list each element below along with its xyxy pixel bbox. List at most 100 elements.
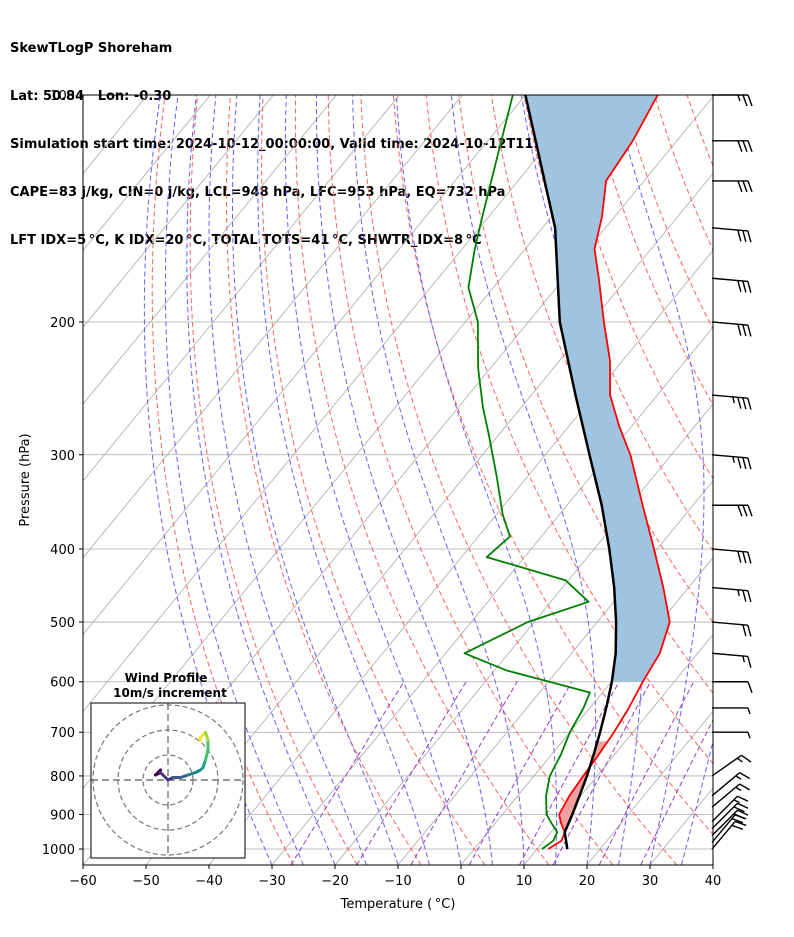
mixing-ratio-line: [640, 718, 713, 865]
dry-adiabat: [392, 95, 713, 836]
moist-adiabat: [164, 95, 304, 865]
isotherm-line: [649, 787, 713, 865]
moist-adiabat: [681, 739, 713, 865]
isotherm-line: [83, 95, 85, 98]
mixing-ratio-line: [468, 681, 573, 865]
isotherm-line: [712, 864, 713, 865]
isotherm-line: [83, 95, 589, 712]
x-tick-label: −10: [384, 874, 411, 889]
wind-barb: [711, 394, 752, 410]
wind-barb: [711, 454, 752, 470]
dry-adiabat: [523, 95, 713, 552]
wind-barb: [711, 809, 749, 837]
dry-adiabat: [686, 95, 713, 168]
chart-title: SkewTLogP Shoreham: [10, 41, 173, 56]
hodograph-inset: Wind Profile 10m/s increment: [90, 671, 246, 859]
isotherm-line: [397, 480, 713, 865]
chart-header: SkewTLogP Shoreham Lat: 50.84 Lon: -0.30…: [10, 9, 603, 265]
wind-barb: [711, 227, 752, 243]
isotherm-line: [334, 403, 713, 865]
isotherm-line: [83, 95, 463, 559]
isotherm-line: [83, 95, 337, 405]
dewpoint-line: [463, 95, 591, 850]
x-tick-label: −30: [258, 874, 285, 889]
wind-barb: [712, 180, 753, 193]
dry-adiabat: [621, 95, 713, 330]
wind-barb: [712, 707, 751, 715]
isotherm-line: [586, 710, 713, 865]
parcel-line: [524, 95, 618, 850]
hodograph-title: Wind Profile: [125, 671, 208, 685]
x-tick-label: −20: [321, 874, 348, 889]
dry-adiabat: [360, 95, 678, 865]
moist-adiabat: [186, 95, 336, 865]
mixing-ratio-line: [356, 681, 467, 865]
y-tick-label: 200: [50, 316, 75, 331]
isotherm-line: [523, 633, 713, 865]
mixing-ratio-line: [518, 681, 620, 865]
mixing-ratio-line: [598, 681, 695, 865]
dry-adiabat: [654, 95, 713, 251]
x-tick-label: −60: [69, 874, 96, 889]
cin-area: [559, 741, 608, 836]
wind-barb: [711, 802, 749, 830]
wind-barb: [712, 140, 753, 153]
wind-barb: [711, 754, 752, 777]
hodograph-trace: [159, 771, 170, 782]
wind-barb: [711, 652, 752, 668]
isotherm-line: [145, 172, 713, 865]
y-tick-label: 1000: [42, 843, 75, 858]
wind-barb: [712, 94, 753, 107]
y-tick-label: 800: [50, 770, 75, 785]
y-tick-label: 700: [50, 726, 75, 741]
dry-adiabat: [226, 95, 422, 865]
y-tick-label: 900: [50, 809, 75, 824]
dry-adiabat: [151, 95, 294, 865]
dry-adiabat: [294, 95, 550, 865]
moist-adiabat: [284, 95, 462, 865]
dry-adiabat: [189, 95, 358, 865]
moist-adiabat: [208, 95, 367, 865]
x-tick-label: −50: [132, 874, 159, 889]
wind-barb: [712, 681, 753, 693]
wind-barb: [711, 621, 752, 637]
moist-adiabat: [143, 95, 273, 865]
isotherm-line: [83, 95, 274, 328]
y-tick-label: 100: [50, 89, 75, 104]
isotherm-line: [83, 95, 400, 482]
x-tick-label: 40: [705, 874, 722, 889]
moist-adiabat: [712, 863, 713, 865]
wind-barb: [712, 731, 751, 739]
dry-adiabat: [752, 95, 794, 865]
moist-adiabat: [315, 95, 493, 865]
mixing-ratio-line: [410, 681, 518, 865]
x-tick-label: 0: [457, 874, 465, 889]
y-tick-label: 600: [50, 676, 75, 691]
moist-adiabat: [352, 95, 525, 865]
y-tick-label: 500: [50, 616, 75, 631]
x-tick-label: 10: [516, 874, 533, 889]
mixing-ratio-line: [552, 681, 651, 865]
wind-barb: [712, 504, 753, 517]
moist-adiabat: [257, 95, 430, 865]
isotherm-line: [460, 557, 713, 865]
cape-line: CAPE=83 j/kg, CIN=0 j/kg, LCL=948 hPa, L…: [10, 185, 506, 200]
isotherm-line: [271, 326, 713, 865]
wind-barb: [711, 321, 752, 337]
hodograph-trace: [204, 748, 210, 762]
moist-adiabat: [395, 95, 558, 865]
dry-adiabat: [785, 95, 794, 865]
isotherm-line: [83, 95, 211, 251]
x-tick-label: 30: [642, 874, 659, 889]
dry-adiabat: [720, 95, 794, 865]
wind-barb: [711, 772, 751, 797]
cape-area: [525, 95, 670, 682]
x-tick-label: −40: [195, 874, 222, 889]
wind-barb: [711, 586, 752, 603]
y-tick-label: 300: [50, 449, 75, 464]
dry-adiabat: [490, 95, 713, 624]
y-axis-label: Pressure (hPa): [18, 433, 33, 526]
wind-barb: [711, 820, 747, 850]
wind-barb: [711, 795, 749, 823]
